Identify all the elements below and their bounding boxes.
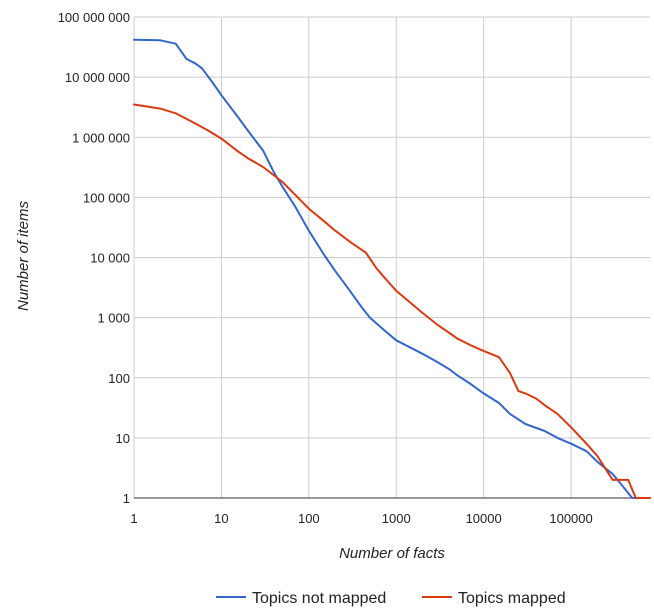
series-line-topics-mapped <box>133 103 651 499</box>
y-tick-label: 100 000 <box>83 190 130 205</box>
legend-label-topics-not-mapped: Topics not mapped <box>252 590 386 607</box>
y-tick-label: 1 000 000 <box>72 130 130 145</box>
x-tick-label: 10 <box>214 511 228 526</box>
y-tick-label: 1 000 <box>97 311 130 326</box>
y-tick-label: 100 <box>108 371 130 386</box>
x-tick-label: 100 <box>298 511 320 526</box>
series-group <box>133 38 651 499</box>
y-tick-label: 100 000 000 <box>58 10 130 25</box>
x-tick-label: 1 <box>130 511 137 526</box>
y-tick-label: 10 000 000 <box>65 70 130 85</box>
y-axis-title: Number of items <box>15 200 32 311</box>
x-tick-label: 100000 <box>549 511 592 526</box>
legend: Topics not mapped Topics mapped <box>216 590 566 607</box>
legend-label-topics-mapped: Topics mapped <box>458 590 566 607</box>
grid <box>133 16 650 499</box>
y-tick-label: 10 000 <box>90 251 130 266</box>
x-axis-title: Number of facts <box>339 545 445 562</box>
series-line-topics-not-mapped <box>133 38 651 499</box>
x-tick-label: 1000 <box>382 511 411 526</box>
y-tick-label: 1 <box>123 491 130 506</box>
y-tick-label: 10 <box>116 431 130 446</box>
y-axis-ticks: 1 10 100 1 000 10 000 100 000 1 000 000 10 000 … <box>58 10 130 506</box>
x-tick-label: 10000 <box>466 511 502 526</box>
x-axis-ticks: 1 10 100 1000 10000 100000 <box>130 511 592 526</box>
